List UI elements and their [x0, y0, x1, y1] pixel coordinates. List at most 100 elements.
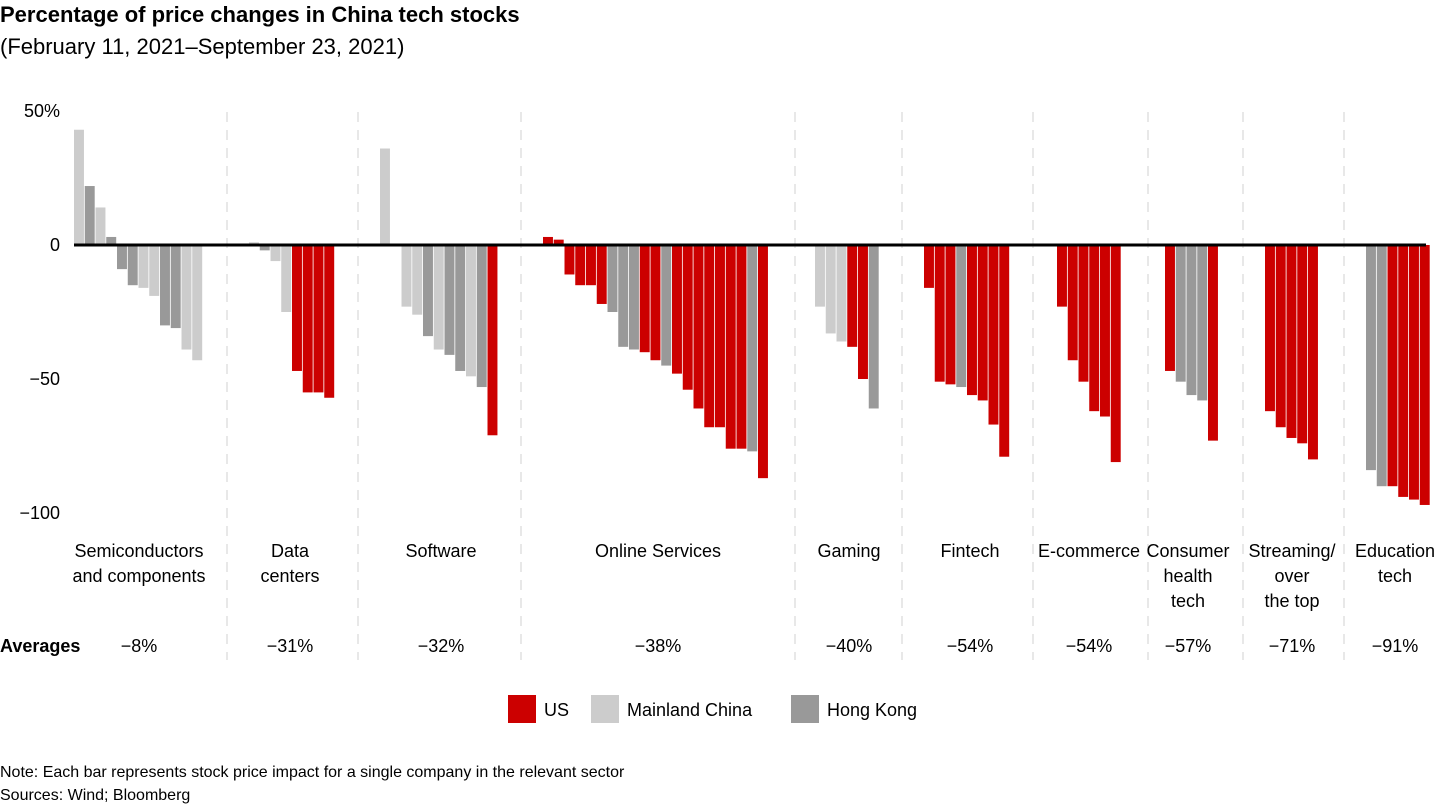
bar [596, 245, 607, 304]
bar [1308, 245, 1318, 460]
category-label: centers [260, 566, 319, 586]
bar [74, 129, 84, 245]
bar [1100, 245, 1110, 417]
average-value: −71% [1269, 636, 1316, 656]
bar [455, 245, 466, 371]
bar [487, 245, 498, 436]
bar [313, 245, 324, 393]
bar [1197, 245, 1208, 401]
bar [999, 245, 1010, 457]
bar [1275, 245, 1286, 428]
y-tick-label: −100 [19, 503, 60, 523]
bar [117, 245, 127, 270]
bar [575, 245, 586, 286]
bar [661, 245, 672, 366]
bar [302, 245, 313, 393]
average-value: −40% [826, 636, 873, 656]
category-label: Education [1355, 541, 1435, 561]
y-tick-label: 0 [50, 235, 60, 255]
bar [836, 245, 847, 342]
bar [618, 245, 629, 347]
bar [1186, 245, 1197, 396]
bar [401, 245, 412, 307]
category-label: Gaming [817, 541, 880, 561]
bar [1419, 245, 1430, 505]
category-label: tech [1378, 566, 1412, 586]
bar [977, 245, 988, 401]
chart-note: Note: Each bar represents stock price im… [0, 764, 625, 781]
average-value: −38% [635, 636, 682, 656]
bar [847, 245, 858, 347]
legend-swatch [591, 695, 619, 723]
bar [1366, 245, 1376, 471]
bar [1078, 245, 1089, 382]
bar [825, 245, 836, 334]
bar [815, 245, 825, 307]
bar [967, 245, 977, 396]
bar [259, 245, 270, 251]
bar [1089, 245, 1100, 412]
bar [1398, 245, 1409, 497]
bar [553, 239, 564, 245]
legend-swatch [791, 695, 819, 723]
bar [292, 245, 302, 371]
bar [1297, 245, 1308, 444]
category-label: over [1274, 566, 1309, 586]
bar [1067, 245, 1078, 361]
legend-label: Hong Kong [827, 700, 917, 720]
bar [466, 245, 476, 377]
bar [412, 245, 423, 315]
average-value: −8% [121, 636, 158, 656]
bar [639, 245, 650, 353]
bar [127, 245, 138, 286]
bar [564, 245, 575, 275]
bar [106, 236, 117, 245]
y-tick-label: 50% [24, 101, 60, 121]
bar [934, 245, 945, 382]
bar [1208, 245, 1218, 441]
average-value: −54% [947, 636, 994, 656]
bar [1376, 245, 1387, 487]
bar [380, 148, 390, 245]
category-label: Software [405, 541, 476, 561]
average-value: −91% [1372, 636, 1419, 656]
bar [693, 245, 704, 409]
bar [95, 207, 106, 245]
chart-title: Percentage of price changes in China tec… [0, 2, 520, 27]
bar [476, 245, 487, 388]
category-label: Online Services [595, 541, 721, 561]
category-label: health [1163, 566, 1212, 586]
bar [160, 245, 170, 326]
category-label: Fintech [940, 541, 999, 561]
category-label: Data [271, 541, 310, 561]
category-label: the top [1264, 591, 1319, 611]
bar [1387, 245, 1398, 487]
bar [725, 245, 736, 449]
average-value: −32% [418, 636, 465, 656]
bar [682, 245, 693, 390]
bar [715, 245, 725, 428]
legend-label: US [544, 700, 569, 720]
category-label: Semiconductors [74, 541, 203, 561]
bar [747, 245, 758, 452]
legend-swatch [508, 695, 536, 723]
category-label: Streaming/ [1248, 541, 1335, 561]
bar [84, 186, 95, 245]
bar [1265, 245, 1275, 412]
bar [1057, 245, 1067, 307]
averages-label: Averages [0, 636, 80, 656]
bar [924, 245, 934, 288]
bar [868, 245, 879, 409]
bar [945, 245, 956, 385]
bar [650, 245, 661, 361]
bar [281, 245, 292, 312]
bar [170, 245, 181, 329]
bar [956, 245, 967, 388]
bar [324, 245, 335, 398]
bar [192, 245, 203, 361]
bar [1409, 245, 1419, 500]
category-label: tech [1171, 591, 1205, 611]
chart-sources: Sources: Wind; Bloomberg [0, 787, 191, 804]
average-value: −31% [267, 636, 314, 656]
